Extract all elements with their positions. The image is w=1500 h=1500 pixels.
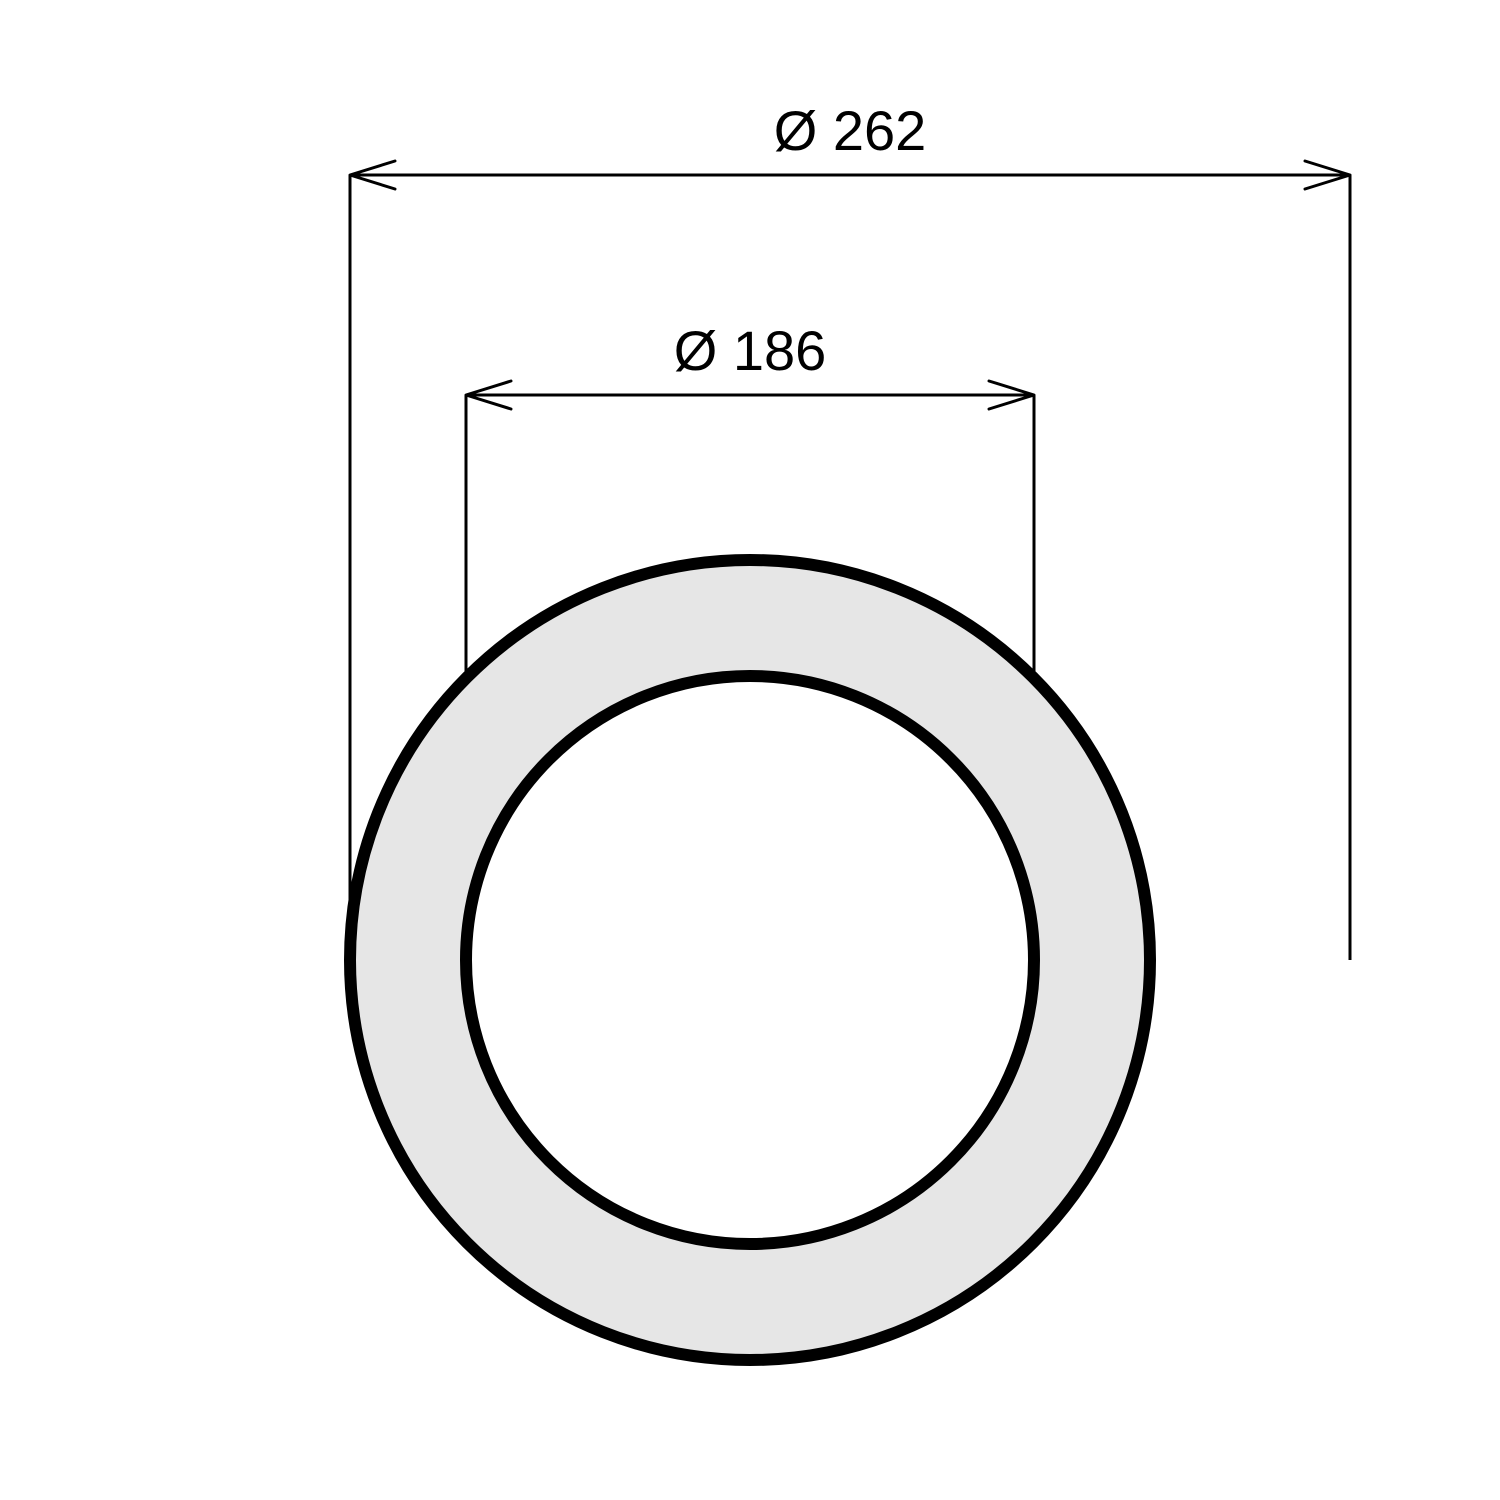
- dimension-label: Ø 262: [774, 99, 927, 162]
- ring-inner-circle: [466, 676, 1034, 1244]
- dimension-label: Ø 186: [674, 319, 827, 382]
